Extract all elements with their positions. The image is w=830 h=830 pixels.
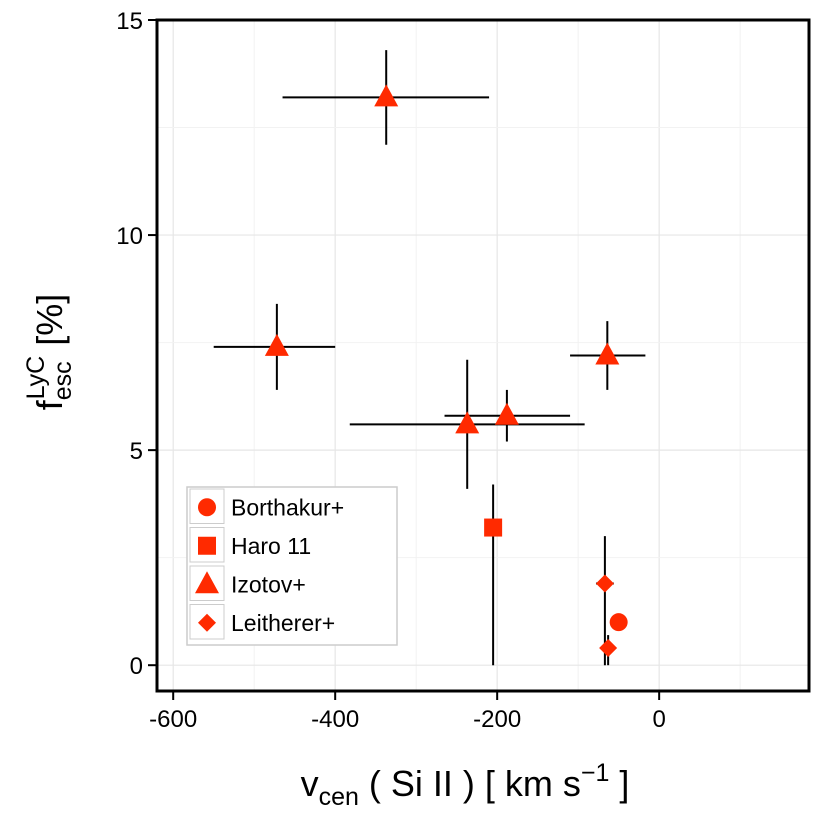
x-axis-label-rest-b: ]	[609, 763, 629, 804]
y-axis-label-sup: LyC	[22, 356, 50, 400]
plot-frame	[155, 18, 811, 693]
y-tick-label: 10	[116, 223, 143, 250]
x-axis-label-main: v	[301, 763, 319, 804]
x-axis-label: vcen ( Si II ) [ km s−1 ]	[301, 759, 630, 811]
data-point-circle	[609, 613, 628, 632]
x-tick-label: 0	[652, 706, 665, 733]
data-point-triangle	[494, 402, 519, 425]
x-axis-label-rest-a: ( Si II ) [ km s	[359, 763, 581, 804]
legend-key-box	[189, 604, 225, 640]
legend-label: Izotov+	[231, 571, 306, 597]
y-tick-label: 15	[116, 8, 143, 35]
markers	[264, 84, 628, 657]
x-tick-label: -200	[473, 706, 521, 733]
legend: Borthakur+ Haro 11 Izotov+ Leitherer+	[186, 486, 398, 646]
y-axis-label: fescLyC [%]	[22, 294, 77, 410]
y-tick-label: 0	[130, 653, 143, 680]
x-tick-label: -600	[149, 706, 197, 733]
legend-label: Haro 11	[231, 533, 311, 559]
x-axis-label-sub: cen	[319, 783, 359, 811]
y-axis-label-rest: [%]	[29, 294, 70, 356]
x-tick-label: -400	[311, 706, 359, 733]
data-point-triangle	[455, 411, 480, 434]
legend-label: Leitherer+	[231, 610, 335, 636]
x-axis-label-sup: −1	[581, 759, 610, 787]
data-point-triangle	[374, 84, 399, 107]
legend-label: Borthakur+	[231, 494, 344, 520]
grid	[157, 19, 809, 691]
legend-key-triangle	[195, 571, 219, 594]
y-axis-label-sub: esc	[49, 361, 77, 400]
legend-key-circle	[198, 498, 216, 517]
legend-key-diamond	[198, 613, 216, 632]
data-point-triangle	[595, 342, 620, 365]
ticks: -600 -400 -200 0 0 5 10 15	[116, 8, 666, 733]
data-point-triangle	[264, 333, 289, 356]
data-point-diamond	[595, 574, 614, 593]
legend-key-square	[198, 536, 216, 555]
y-axis-label-main: f	[29, 399, 70, 410]
data-point-square	[484, 518, 503, 537]
data-point-diamond	[599, 638, 618, 657]
y-tick-label: 5	[130, 438, 143, 465]
